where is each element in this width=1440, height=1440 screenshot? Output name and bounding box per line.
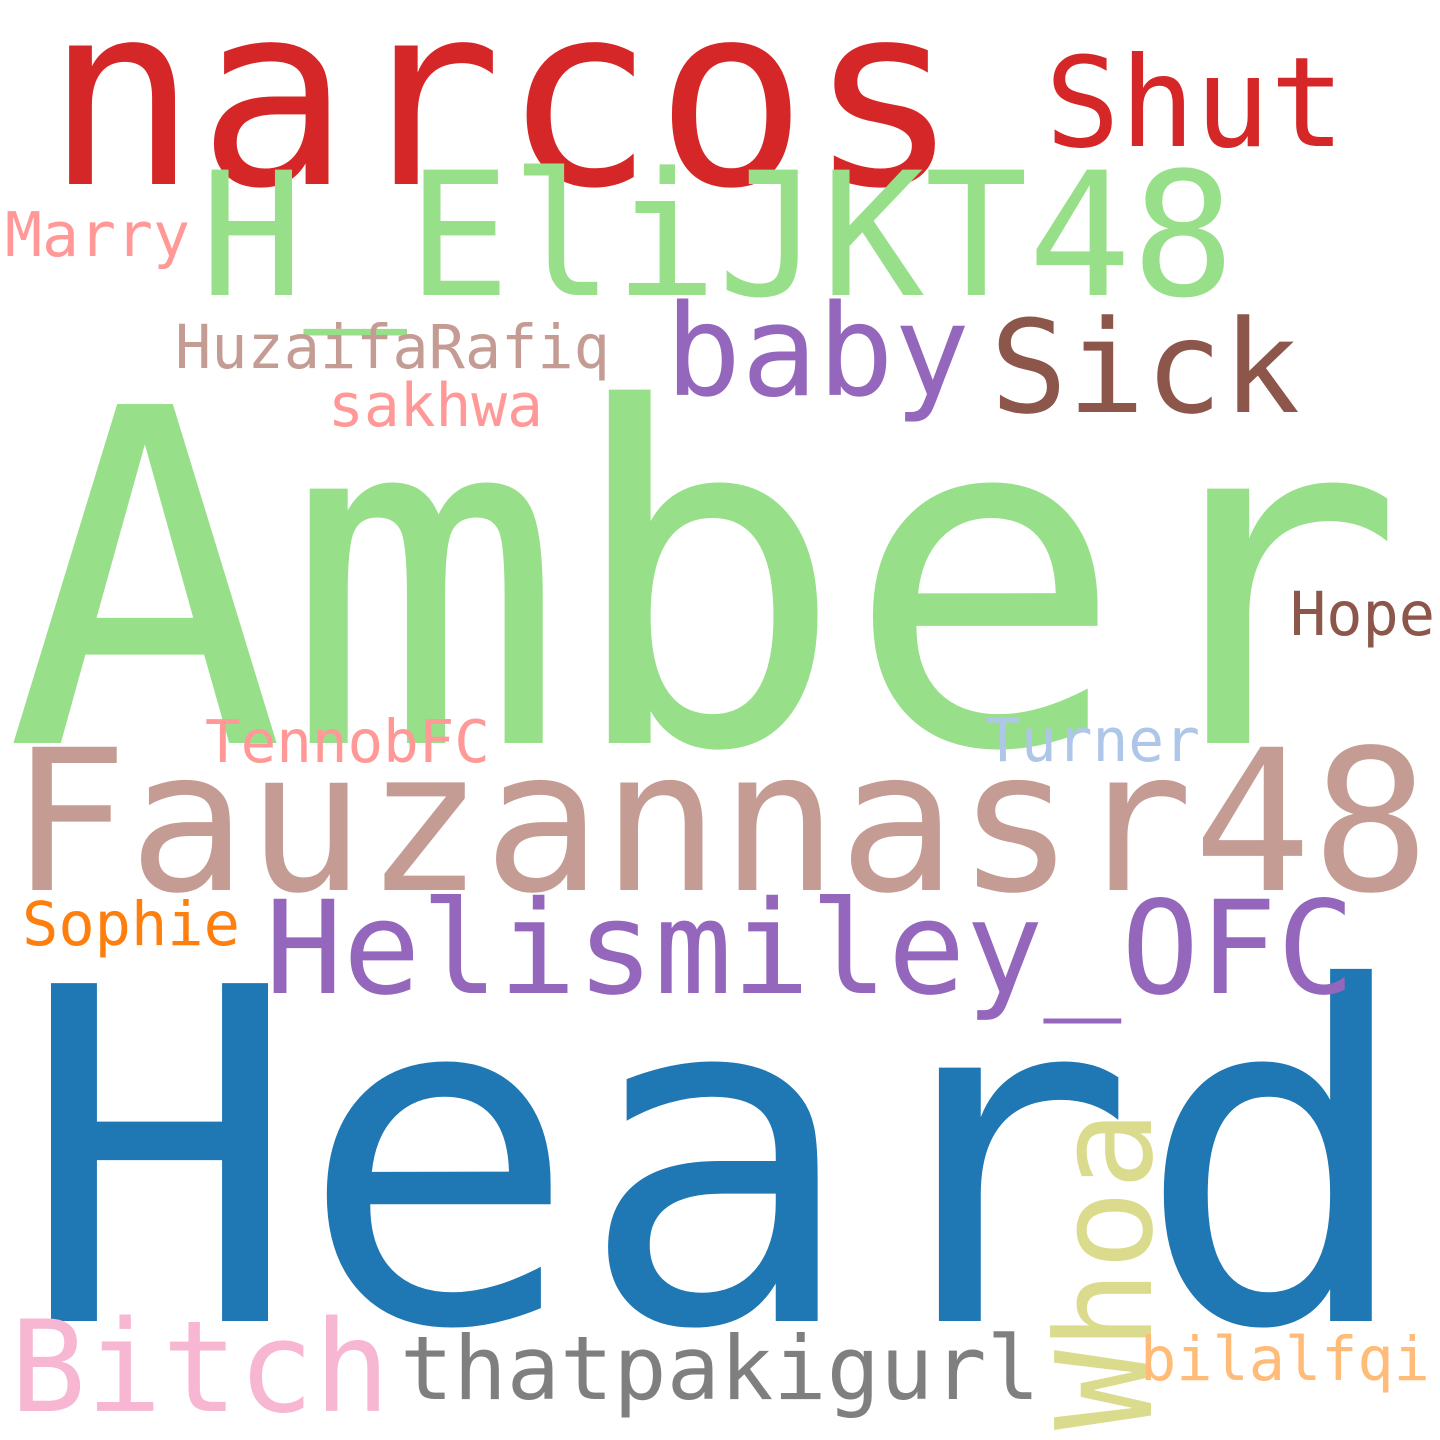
word-marry: Marry — [5, 200, 190, 271]
word-fauzannasr48: Fauzannasr48 — [10, 709, 1430, 937]
word-shut: Shut — [1045, 31, 1345, 176]
word-bilalfqi: bilalfqi — [1140, 1325, 1430, 1395]
word-sakhwa: sakhwa — [328, 372, 543, 441]
word-sophie: Sophie — [22, 890, 240, 960]
word-helismiley-ofc: Helismiley_OFC — [265, 874, 1355, 1024]
word-sick: Sick — [990, 294, 1300, 443]
word-tennobfc: TennobFC — [205, 707, 490, 776]
word-hope: Hope — [1290, 580, 1435, 650]
word-narcos: narcos — [45, 0, 960, 244]
word-huzaifarafiq: HuzaifaRafiq — [175, 313, 610, 383]
word-bitch: Bitch — [10, 1294, 390, 1440]
word-heard: Heard — [20, 892, 1415, 1431]
word-h-elijkt48: H_EliJKT48 — [200, 135, 1235, 336]
word-turner: Turner — [985, 707, 1200, 776]
word-thatpakigurl: thatpakigurl — [400, 1317, 1040, 1420]
word-baby: baby — [665, 277, 970, 425]
word-amber: Amber — [5, 311, 1405, 853]
